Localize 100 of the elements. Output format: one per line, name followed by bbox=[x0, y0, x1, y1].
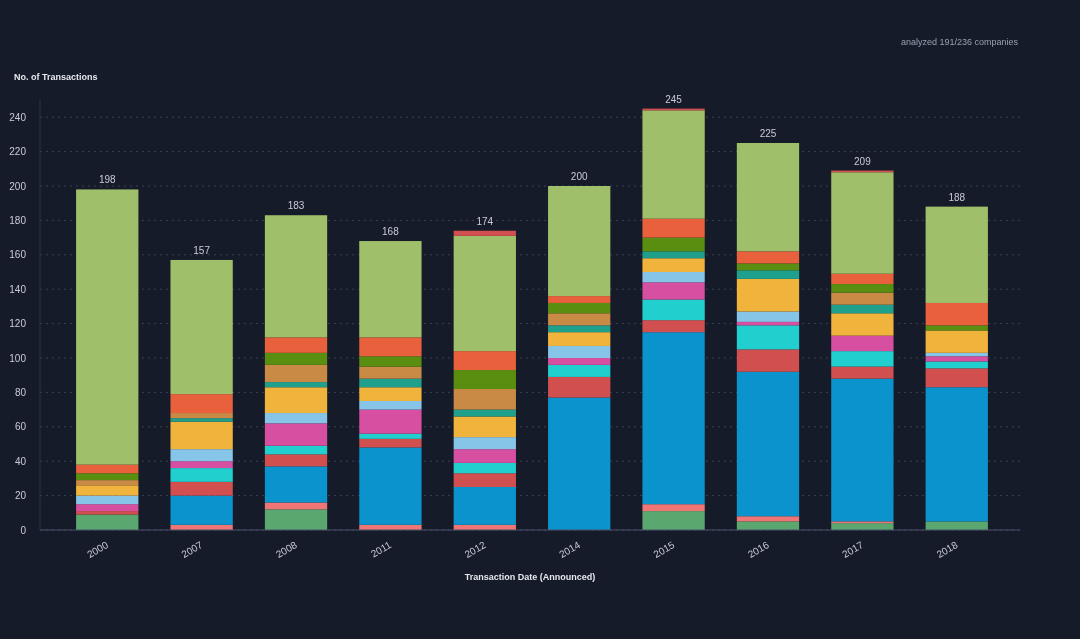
bar bbox=[453, 351, 516, 371]
bar bbox=[264, 502, 328, 510]
bar bbox=[831, 304, 894, 314]
y-tick-label: 80 bbox=[14, 386, 27, 398]
bar bbox=[453, 487, 516, 525]
bar bbox=[264, 382, 328, 388]
bar bbox=[548, 332, 611, 346]
bar bbox=[359, 241, 422, 338]
bar bbox=[736, 311, 800, 322]
bar bbox=[831, 366, 894, 379]
total-label: 198 bbox=[98, 174, 117, 186]
bar bbox=[831, 351, 894, 367]
bar bbox=[359, 337, 422, 357]
bar bbox=[264, 423, 328, 446]
bar bbox=[76, 189, 139, 465]
bar bbox=[359, 401, 422, 410]
bar bbox=[76, 514, 139, 530]
y-tick-label: 60 bbox=[14, 421, 27, 433]
bar bbox=[453, 437, 516, 450]
bar bbox=[736, 325, 800, 350]
bar bbox=[453, 370, 516, 389]
bar bbox=[548, 296, 611, 303]
y-tick-label: 180 bbox=[9, 214, 27, 226]
bar bbox=[359, 378, 422, 388]
bar bbox=[170, 394, 233, 414]
bar bbox=[925, 206, 988, 303]
bar bbox=[925, 356, 988, 362]
bar bbox=[548, 358, 611, 365]
bar bbox=[736, 521, 800, 530]
x-tick-label: 2000 bbox=[85, 539, 111, 560]
bar bbox=[925, 387, 988, 522]
bar bbox=[642, 258, 705, 272]
bar bbox=[264, 215, 328, 338]
bar bbox=[736, 270, 800, 279]
bar bbox=[642, 320, 705, 333]
bar bbox=[642, 272, 705, 283]
bar bbox=[548, 186, 611, 297]
x-tick-label: 2014 bbox=[557, 539, 583, 560]
bar bbox=[642, 299, 705, 321]
y-axis-title: No. of Transactions bbox=[14, 72, 98, 82]
bar bbox=[642, 110, 705, 219]
bar bbox=[453, 230, 516, 236]
total-label: 188 bbox=[948, 191, 966, 203]
total-label: 174 bbox=[476, 215, 494, 227]
bar bbox=[170, 421, 233, 450]
y-tick-label: 100 bbox=[9, 352, 27, 364]
bar bbox=[170, 468, 233, 482]
x-tick-label: 2017 bbox=[840, 539, 866, 560]
total-label: 200 bbox=[570, 171, 588, 182]
bar bbox=[170, 259, 233, 395]
total-label: 157 bbox=[193, 244, 211, 256]
bar bbox=[264, 387, 328, 414]
bar bbox=[264, 445, 328, 455]
bar bbox=[359, 447, 422, 525]
bar bbox=[831, 313, 894, 336]
x-tick-label: 2018 bbox=[934, 539, 960, 560]
text: analyzed 191/236 companies bbox=[900, 37, 1019, 47]
bar bbox=[548, 364, 611, 377]
bar bbox=[264, 352, 328, 365]
bar bbox=[736, 278, 800, 312]
bar bbox=[359, 438, 422, 448]
x-tick-label: 2012 bbox=[462, 539, 488, 560]
bar bbox=[548, 325, 611, 333]
bar bbox=[264, 466, 328, 503]
bar bbox=[359, 387, 422, 401]
bar bbox=[453, 416, 516, 438]
bar bbox=[736, 371, 800, 517]
bar bbox=[453, 449, 516, 463]
bar bbox=[170, 481, 233, 496]
bar bbox=[831, 284, 894, 293]
bar bbox=[76, 473, 139, 481]
bar bbox=[642, 332, 705, 505]
y-tick-label: 200 bbox=[9, 180, 27, 192]
x-tick-label: 2008 bbox=[274, 539, 300, 560]
bar bbox=[642, 511, 705, 530]
bar bbox=[925, 361, 988, 369]
bar bbox=[359, 356, 422, 367]
y-tick-label: 160 bbox=[9, 249, 27, 261]
bar bbox=[736, 251, 800, 264]
bar bbox=[548, 302, 611, 314]
bar bbox=[642, 504, 705, 512]
y-tick-label: 20 bbox=[14, 490, 27, 502]
bar bbox=[76, 480, 139, 486]
bar bbox=[642, 237, 705, 252]
bar bbox=[76, 464, 139, 474]
bar bbox=[548, 376, 611, 398]
bar bbox=[264, 337, 328, 353]
bar bbox=[642, 218, 705, 238]
y-tick-label: 240 bbox=[9, 111, 27, 123]
bar bbox=[170, 449, 233, 462]
bar bbox=[831, 273, 894, 285]
y-tick-label: 120 bbox=[9, 318, 27, 330]
bar bbox=[736, 516, 800, 522]
bar bbox=[736, 143, 800, 252]
bar bbox=[359, 409, 422, 434]
x-tick-label: 2016 bbox=[745, 539, 772, 560]
bar bbox=[642, 251, 705, 259]
bar bbox=[453, 235, 516, 352]
x-tick-label: 2015 bbox=[651, 539, 677, 560]
bar bbox=[264, 364, 328, 383]
